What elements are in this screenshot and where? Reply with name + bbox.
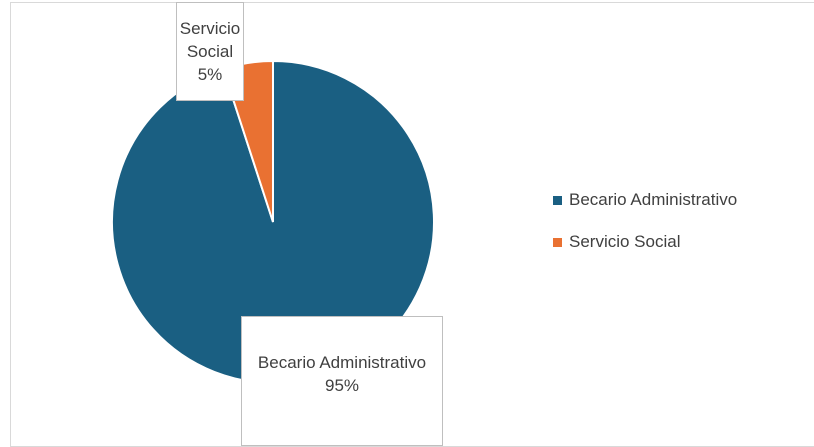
- legend-item: Becario Administrativo: [553, 190, 737, 210]
- data-label-category: Servicio Social: [179, 19, 241, 61]
- data-label-value: 95%: [324, 376, 360, 395]
- data-label-category: Becario Administrativo: [257, 353, 427, 372]
- data-label: Servicio Social 5%: [176, 2, 244, 101]
- legend-label: Servicio Social: [569, 232, 681, 251]
- legend-label: Becario Administrativo: [569, 190, 738, 209]
- legend-swatch: [553, 237, 562, 247]
- legend-item: Servicio Social: [553, 232, 681, 252]
- data-label: Becario Administrativo 95%: [241, 316, 443, 446]
- data-label-value: 5%: [197, 65, 223, 84]
- legend-swatch: [553, 195, 562, 205]
